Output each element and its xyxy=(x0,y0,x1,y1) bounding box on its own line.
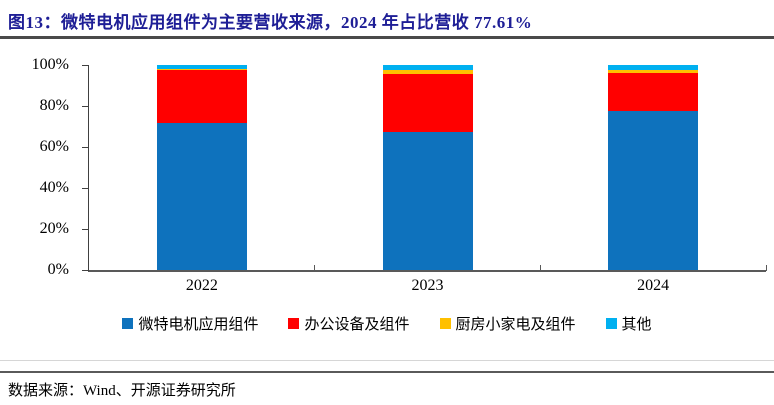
footer-divider xyxy=(0,371,774,373)
chart-bottom-divider xyxy=(0,360,774,361)
legend-item: 微特电机应用组件 xyxy=(122,313,258,334)
y-axis-tick xyxy=(82,146,89,148)
x-axis-tick xyxy=(765,265,767,271)
legend-label: 微特电机应用组件 xyxy=(138,317,259,333)
x-axis-category-label: 2024 xyxy=(637,277,670,294)
stacked-bar-2023 xyxy=(382,65,473,270)
legend-item: 厨房小家电及组件 xyxy=(439,313,576,334)
y-axis-tick-label: 80% xyxy=(39,97,69,114)
x-axis-category-label: 2023 xyxy=(411,277,444,294)
bar-segment-其他 xyxy=(156,65,247,70)
legend-swatch-icon xyxy=(439,318,451,329)
x-axis-category-label: 2022 xyxy=(185,277,218,294)
y-axis-tick-label: 100% xyxy=(31,56,69,73)
x-axis-tick xyxy=(539,265,541,271)
stacked-bar-2022 xyxy=(156,65,247,270)
figure-title: 图13：微特电机应用组件为主要营收来源，2024 年占比营收 77.61% xyxy=(8,13,533,32)
y-axis-tick-label: 40% xyxy=(39,179,69,196)
bar-segment-厨房小家电及组件 xyxy=(382,70,473,74)
y-axis-tick xyxy=(82,269,89,271)
y-axis-tick-label: 20% xyxy=(39,220,69,237)
y-axis-tick xyxy=(82,105,89,107)
legend-label: 其他 xyxy=(621,317,652,333)
bar-segment-办公设备及组件 xyxy=(608,72,699,111)
plot-area: 0% 20% 40% 60% 80% 100% 2022 2023 2024 xyxy=(32,57,767,294)
legend-label: 办公设备及组件 xyxy=(304,317,410,333)
bar-segment-微特电机应用组件 xyxy=(608,110,699,270)
bar-segment-厨房小家电及组件 xyxy=(156,69,247,70)
legend-swatch-icon xyxy=(288,318,300,329)
bar-segment-办公设备及组件 xyxy=(156,69,247,124)
legend-label: 厨房小家电及组件 xyxy=(455,317,576,333)
stacked-bar-2024 xyxy=(608,65,699,270)
stacked-bar-chart: 0% 20% 40% 60% 80% 100% 2022 2023 2024 xyxy=(0,50,774,305)
bar-segment-办公设备及组件 xyxy=(382,73,473,132)
bar-segment-厨房小家电及组件 xyxy=(608,70,699,73)
y-axis-tick-label: 0% xyxy=(47,261,69,278)
title-underline xyxy=(0,36,774,39)
x-axis-tick xyxy=(314,265,316,271)
bar-segment-其他 xyxy=(382,65,473,71)
legend-swatch-icon xyxy=(122,318,134,329)
bar-segment-微特电机应用组件 xyxy=(156,123,247,270)
bar-segment-其他 xyxy=(608,65,699,71)
y-axis-tick-label: 60% xyxy=(39,138,69,155)
legend-swatch-icon xyxy=(605,318,617,329)
y-axis-tick xyxy=(82,187,89,189)
chart-legend: 微特电机应用组件 办公设备及组件 厨房小家电及组件 其他 xyxy=(0,313,774,334)
y-axis-tick xyxy=(82,64,89,66)
y-axis-tick xyxy=(82,228,89,230)
bar-segment-微特电机应用组件 xyxy=(382,131,473,270)
legend-item: 其他 xyxy=(605,313,652,334)
legend-item: 办公设备及组件 xyxy=(288,313,410,334)
data-source: 数据来源：Wind、开源证券研究所 xyxy=(8,383,236,399)
